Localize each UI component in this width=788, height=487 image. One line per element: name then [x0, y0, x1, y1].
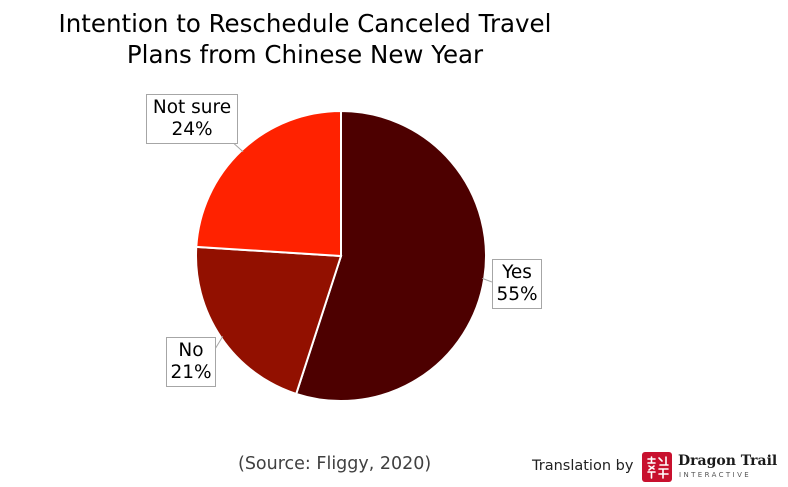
dragon-trail-logo[interactable]: Dragon Trail INTERACTIVE: [642, 452, 782, 482]
slice-value: 55%: [496, 284, 538, 305]
logo-wordmark: Dragon Trail: [678, 453, 778, 469]
logo-tagline: INTERACTIVE: [679, 471, 752, 479]
pie-slices: [195, 109, 487, 402]
data-label-not-sure: Not sure 24%: [146, 94, 238, 144]
slice-value: 24%: [171, 119, 213, 140]
translation-credit: Translation by: [532, 458, 634, 474]
chart-title-line-1: Intention to Reschedule Canceled Travel: [58, 9, 552, 38]
pie-slice-no: [195, 245, 343, 396]
leader-line: [482, 277, 493, 283]
slice-value: 21%: [170, 362, 212, 383]
slice-label: Yes: [502, 262, 532, 283]
dragon-trail-logo-icon: [642, 452, 672, 482]
slice-label: Not sure: [152, 97, 232, 118]
chart-title-line-2: Plans from Chinese New Year: [126, 40, 484, 69]
chart-title: Intention to Reschedule Canceled Travel …: [0, 8, 610, 70]
source-note: (Source: Fliggy, 2020): [238, 454, 432, 474]
data-label-no: No 21%: [166, 337, 216, 387]
data-label-yes: Yes 55%: [492, 259, 542, 309]
slice-label: No: [178, 340, 204, 361]
